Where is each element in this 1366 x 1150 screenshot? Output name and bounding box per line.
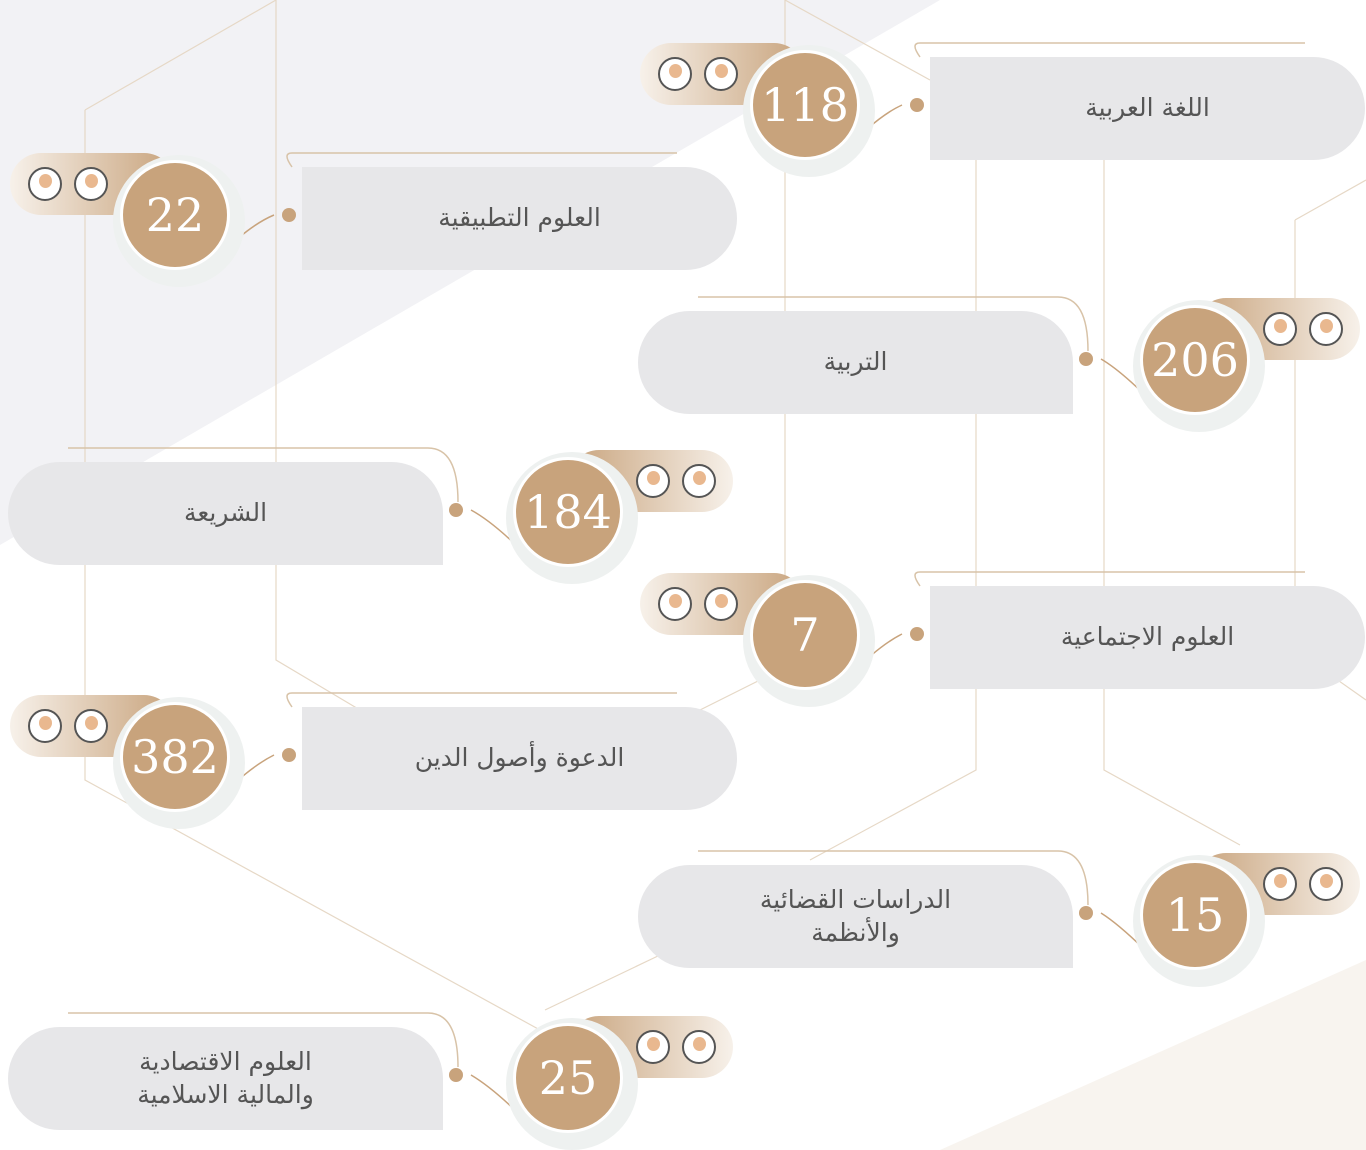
connector-dot [449,503,463,517]
avatar [704,587,738,621]
category-box: الدراسات القضائية والأنظمة [638,865,1073,968]
background-shape [0,0,940,545]
connector-dot [910,627,924,641]
count: 15 [1143,863,1247,967]
connector-dot [910,98,924,112]
accent-line [68,1012,459,1068]
avatar [1309,867,1343,901]
count: 22 [123,163,227,267]
avatar [658,587,692,621]
avatar-pill [10,695,175,757]
avatar [704,57,738,91]
category-box: الدعوة وأصول الدين [302,707,737,810]
count: 25 [516,1026,620,1130]
accent-line [68,447,459,503]
avatar [658,57,692,91]
avatar [28,167,62,201]
category-box: العلوم الاقتصادية والمالية الاسلامية [8,1027,443,1130]
avatar [28,709,62,743]
accent-line [914,42,1305,58]
category-box: التربية [638,311,1073,414]
avatar [682,464,716,498]
connector-dot [1079,906,1093,920]
avatar [636,1030,670,1064]
connector-dot [449,1068,463,1082]
category-box: الشريعة [8,462,443,565]
count: 382 [123,705,227,809]
accent-line [698,850,1089,906]
connector-dot [1079,352,1093,366]
avatar [682,1030,716,1064]
count: 184 [516,460,620,564]
category-box: اللغة العربية [930,57,1365,160]
accent-line [286,152,677,168]
count: 7 [753,583,857,687]
connector-dot [282,208,296,222]
category-box: العلوم التطبيقية [302,167,737,270]
avatar [1263,867,1297,901]
avatar [74,709,108,743]
connector-dot [282,748,296,762]
accent-line [914,571,1305,587]
category-box: العلوم الاجتماعية [930,586,1365,689]
accent-line [286,692,677,708]
count: 206 [1143,308,1247,412]
accent-line [698,296,1089,352]
avatar [1263,312,1297,346]
background-shape [940,960,1366,1150]
avatar [74,167,108,201]
count: 118 [753,53,857,157]
avatar [1309,312,1343,346]
avatar [636,464,670,498]
